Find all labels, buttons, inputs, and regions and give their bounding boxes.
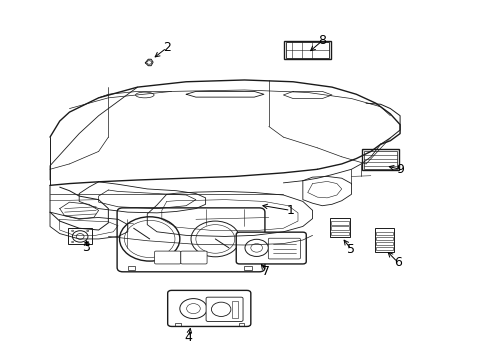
Text: 5: 5 [347,243,355,256]
Text: 4: 4 [184,331,192,344]
Bar [238,323,244,327]
Bar [127,266,135,270]
Bar [330,232,348,235]
Bar [244,266,251,270]
FancyBboxPatch shape [181,251,206,264]
Text: 8: 8 [318,34,325,47]
Bar [375,242,392,246]
Bar [330,221,348,225]
Text: 2: 2 [163,41,170,54]
Bar [364,151,396,168]
Bar [330,226,348,230]
Bar [362,149,398,170]
Bar [329,217,349,237]
FancyBboxPatch shape [236,232,305,264]
Bar [68,228,92,244]
Bar [286,42,328,58]
Bar [375,232,392,235]
Bar [231,301,237,318]
Text: 1: 1 [286,204,294,217]
FancyBboxPatch shape [205,297,243,321]
Bar [375,247,392,250]
FancyBboxPatch shape [154,251,181,264]
FancyBboxPatch shape [117,208,264,272]
FancyBboxPatch shape [268,238,300,259]
FancyBboxPatch shape [167,291,250,327]
Bar [375,237,392,240]
Text: 9: 9 [395,163,403,176]
Text: 3: 3 [82,241,90,255]
Bar [284,41,330,59]
Text: 6: 6 [393,256,401,269]
Bar [175,323,181,327]
Bar [374,228,393,252]
Text: 7: 7 [262,265,270,278]
